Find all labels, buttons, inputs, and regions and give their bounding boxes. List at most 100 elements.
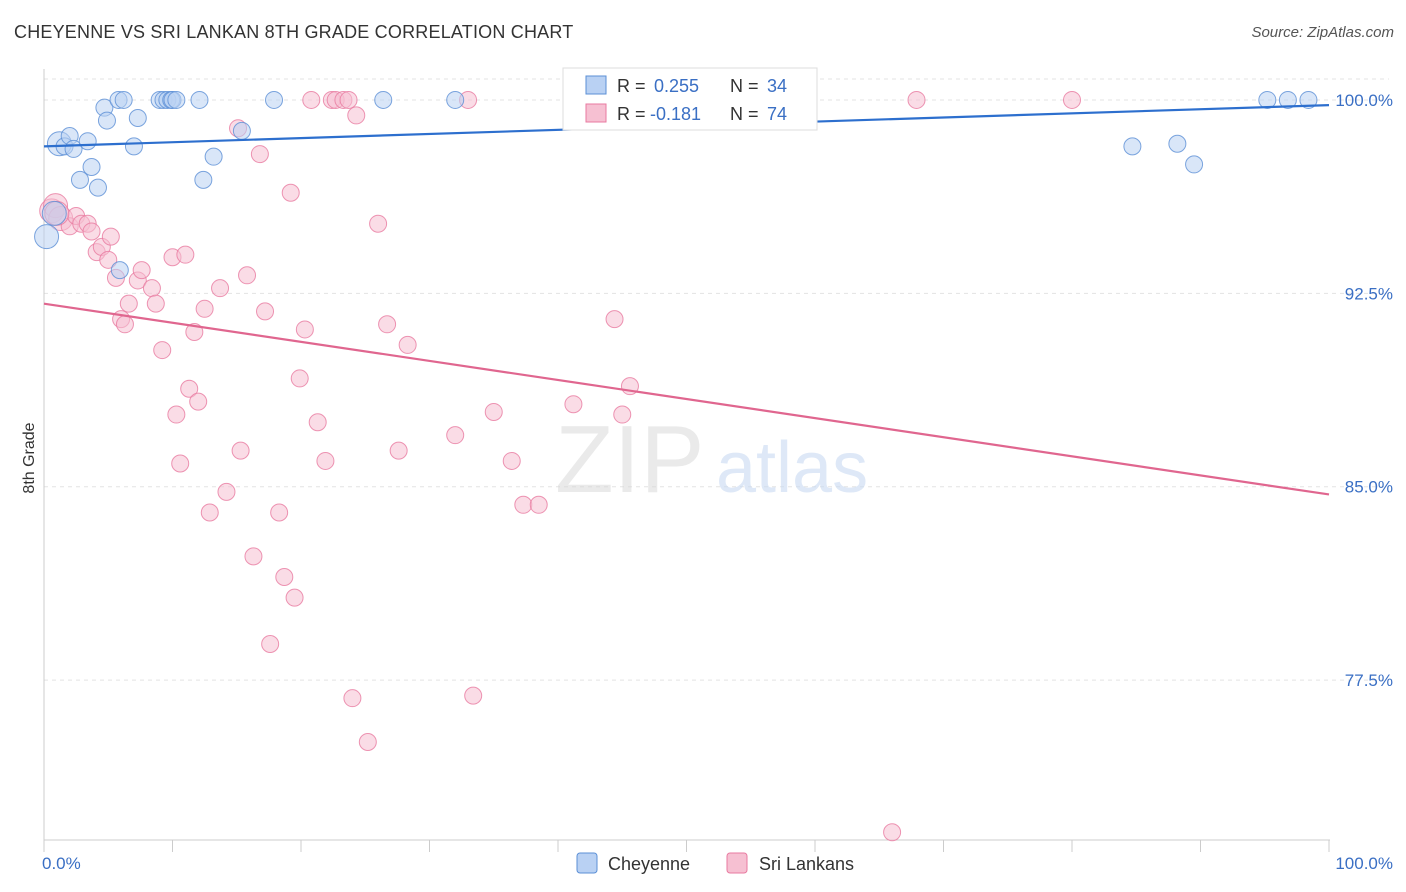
srilankan-point xyxy=(302,90,321,109)
stats-n-label-cheyenne: N = xyxy=(730,76,759,96)
srilankan-point xyxy=(153,341,172,360)
srilankan-point xyxy=(115,315,134,334)
stats-n-label-srilankans: N = xyxy=(730,104,759,124)
srilankan-point xyxy=(378,315,397,334)
x-tick-label: 0.0% xyxy=(42,854,81,873)
srilankan-point xyxy=(369,214,388,233)
srilankan-point xyxy=(290,369,309,388)
srilankan-trend-line xyxy=(43,302,1330,496)
cheyenne-point xyxy=(232,121,251,140)
cheyenne-point xyxy=(128,108,147,127)
srilankan-point xyxy=(316,451,335,470)
srilankan-point xyxy=(446,426,465,445)
srilankan-point xyxy=(261,635,280,654)
watermark-atlas: atlas xyxy=(716,428,868,508)
srilankan-point xyxy=(514,495,533,514)
srilankan-point xyxy=(389,441,408,460)
y-tick-label: 100.0% xyxy=(1335,91,1393,110)
srilankan-point xyxy=(231,441,250,460)
y-tick-label: 92.5% xyxy=(1345,284,1393,303)
srilankan-point xyxy=(564,395,583,414)
legend-label-cheyenne: Cheyenne xyxy=(608,854,690,874)
stats-r-label-cheyenne: R = xyxy=(617,76,646,96)
srilankan-point xyxy=(907,90,926,109)
cheyenne-point xyxy=(70,170,89,189)
cheyenne-point xyxy=(110,261,129,280)
srilankan-point xyxy=(883,823,902,842)
cheyenne-point xyxy=(1168,134,1187,153)
srilankan-point xyxy=(281,183,300,202)
srilankan-point xyxy=(180,379,199,398)
cheyenne-point xyxy=(374,90,393,109)
srilankan-point xyxy=(142,279,161,298)
stats-swatch-srilankans xyxy=(585,103,607,123)
srilankan-point xyxy=(295,320,314,339)
cheyenne-point xyxy=(114,90,133,109)
stats-legend: R = 0.255 N = 34 R = -0.181 N = 74 xyxy=(562,67,818,131)
srilankan-point xyxy=(146,294,165,313)
cheyenne-point xyxy=(190,90,209,109)
cheyenne-point xyxy=(41,200,67,226)
stats-r-value-srilankans: -0.181 xyxy=(650,104,701,124)
cheyenne-point xyxy=(78,132,97,151)
srilankan-point xyxy=(358,733,377,752)
srilankan-point xyxy=(82,222,101,241)
srilankan-point xyxy=(217,482,236,501)
srilankan-point xyxy=(339,90,358,109)
srilankan-point xyxy=(211,279,230,298)
cheyenne-point xyxy=(265,90,284,109)
legend-swatch-cheyenne xyxy=(576,852,598,874)
cheyenne-point xyxy=(1123,137,1142,156)
stats-r-value-cheyenne: 0.255 xyxy=(654,76,699,96)
stats-n-value-cheyenne: 34 xyxy=(767,76,787,96)
cheyenne-point xyxy=(1258,90,1277,109)
srilankan-point xyxy=(347,106,366,125)
srilankan-point xyxy=(613,405,632,424)
series-legend: Cheyenne Sri Lankans xyxy=(576,852,854,874)
stats-swatch-cheyenne xyxy=(585,75,607,95)
x-tick-label: 100.0% xyxy=(1335,854,1393,873)
srilankan-point xyxy=(132,261,151,280)
cheyenne-point xyxy=(82,157,101,176)
y-tick-label: 77.5% xyxy=(1345,671,1393,690)
srilankan-point xyxy=(308,413,327,432)
srilankan-point xyxy=(1063,90,1081,109)
srilankan-point xyxy=(256,302,275,321)
srilankan-point xyxy=(171,454,190,473)
cheyenne-point xyxy=(34,224,60,250)
srilankan-point xyxy=(244,547,263,566)
chart-title: CHEYENNE VS SRI LANKAN 8TH GRADE CORRELA… xyxy=(14,22,574,42)
cheyenne-point xyxy=(204,147,223,166)
cheyenne-point xyxy=(194,170,213,189)
srilankan-point xyxy=(189,392,208,411)
srilankan-point xyxy=(238,266,257,285)
srilankan-point xyxy=(195,299,214,318)
srilankan-point xyxy=(529,495,548,514)
legend-label-srilankans: Sri Lankans xyxy=(759,854,854,874)
stats-n-value-srilankans: 74 xyxy=(767,104,787,124)
tick-labels: 100.0% 92.5% 85.0% 77.5% 0.0% 100.0% xyxy=(42,91,1393,873)
data-points xyxy=(34,90,1318,842)
cheyenne-point xyxy=(167,90,186,109)
srilankan-point xyxy=(285,588,304,607)
cheyenne-point xyxy=(446,90,465,109)
stats-r-label-srilankans: R = xyxy=(617,104,646,124)
legend-swatch-srilankans xyxy=(726,852,748,874)
cheyenne-point xyxy=(1299,90,1318,109)
watermark-zip: ZIP xyxy=(555,406,704,513)
srilankan-point xyxy=(270,503,289,522)
srilankan-point xyxy=(200,503,219,522)
srilankan-point xyxy=(605,310,624,329)
srilankan-point xyxy=(176,245,195,264)
cheyenne-point xyxy=(124,137,143,156)
cheyenne-point xyxy=(1278,90,1297,109)
cheyenne-point xyxy=(1185,155,1204,174)
axes xyxy=(43,69,1330,852)
srilankan-point xyxy=(167,405,186,424)
srilankan-point xyxy=(464,686,483,705)
cheyenne-point xyxy=(97,111,116,130)
srilankan-point xyxy=(343,689,362,708)
srilankan-point xyxy=(99,250,118,269)
srilankan-point xyxy=(275,567,294,586)
